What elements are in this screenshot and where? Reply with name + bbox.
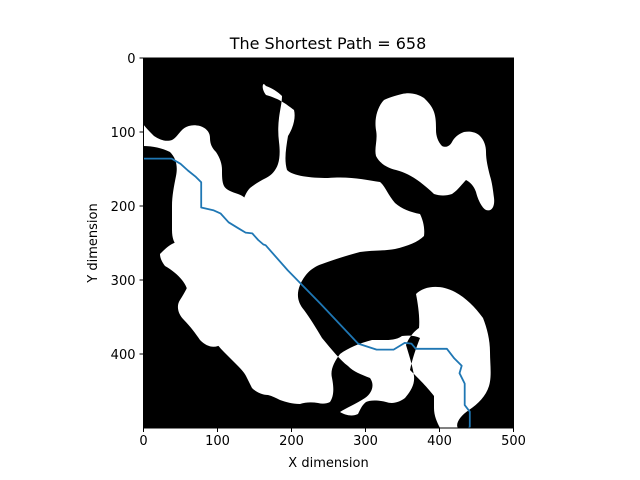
free-region-left-upper	[143, 124, 271, 248]
plot-area	[143, 58, 514, 428]
free-region-top	[160, 84, 491, 428]
y-axis-ticks: 0 100 200 300 400	[111, 52, 144, 363]
x-tick-label: 400	[427, 434, 452, 449]
y-tick-label: 100	[111, 126, 136, 141]
chart-title: The Shortest Path = 658	[229, 34, 427, 53]
y-tick-label: 200	[111, 200, 136, 215]
free-space-regions	[143, 84, 495, 428]
y-tick-label: 300	[111, 274, 136, 289]
free-region-right-arm	[375, 93, 495, 211]
axes-frame	[143, 57, 514, 429]
y-tick-label: 0	[127, 52, 135, 67]
x-tick-label: 500	[501, 434, 526, 449]
x-axis-label: X dimension	[288, 456, 368, 471]
x-axis-ticks: 0 100 200 300 400 500	[139, 428, 526, 449]
y-axis-label: Y dimension	[86, 203, 101, 283]
x-tick-label: 100	[205, 434, 230, 449]
x-tick-label: 300	[353, 434, 378, 449]
shortest-path-line	[143, 157, 471, 428]
y-tick-label: 400	[111, 348, 136, 363]
x-tick-label: 0	[139, 434, 147, 449]
free-region-left-lower	[177, 261, 299, 347]
x-tick-label: 200	[279, 434, 304, 449]
